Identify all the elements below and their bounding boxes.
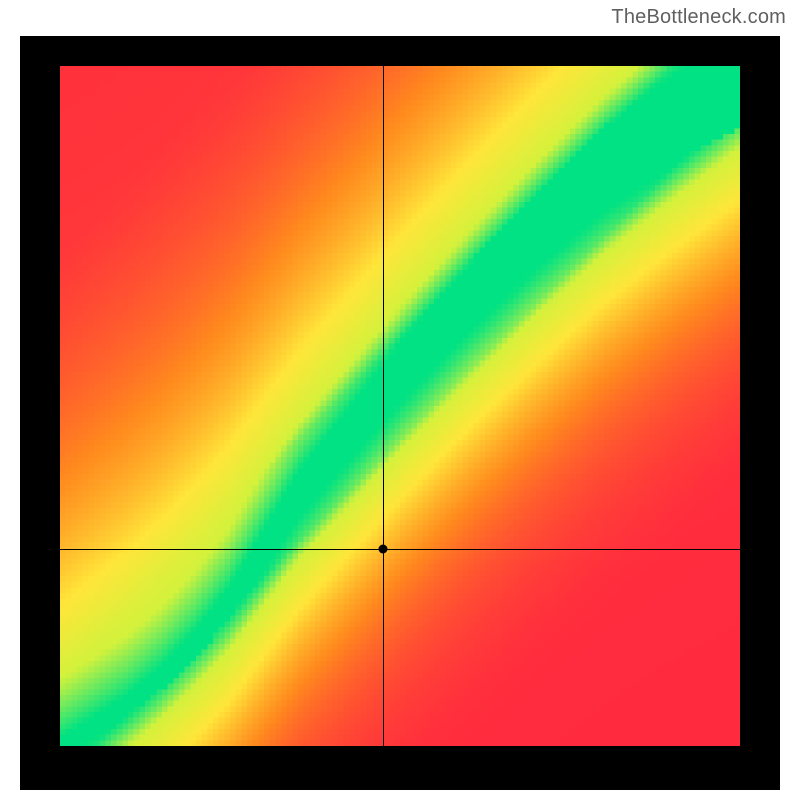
chart-outer-frame — [20, 36, 780, 790]
crosshair-vertical — [383, 66, 384, 746]
crosshair-horizontal — [60, 549, 740, 550]
heatmap-canvas — [60, 66, 740, 746]
crosshair-dot — [379, 544, 388, 553]
chart-wrapper: TheBottleneck.com — [0, 0, 800, 800]
attribution-text: TheBottleneck.com — [611, 6, 786, 29]
